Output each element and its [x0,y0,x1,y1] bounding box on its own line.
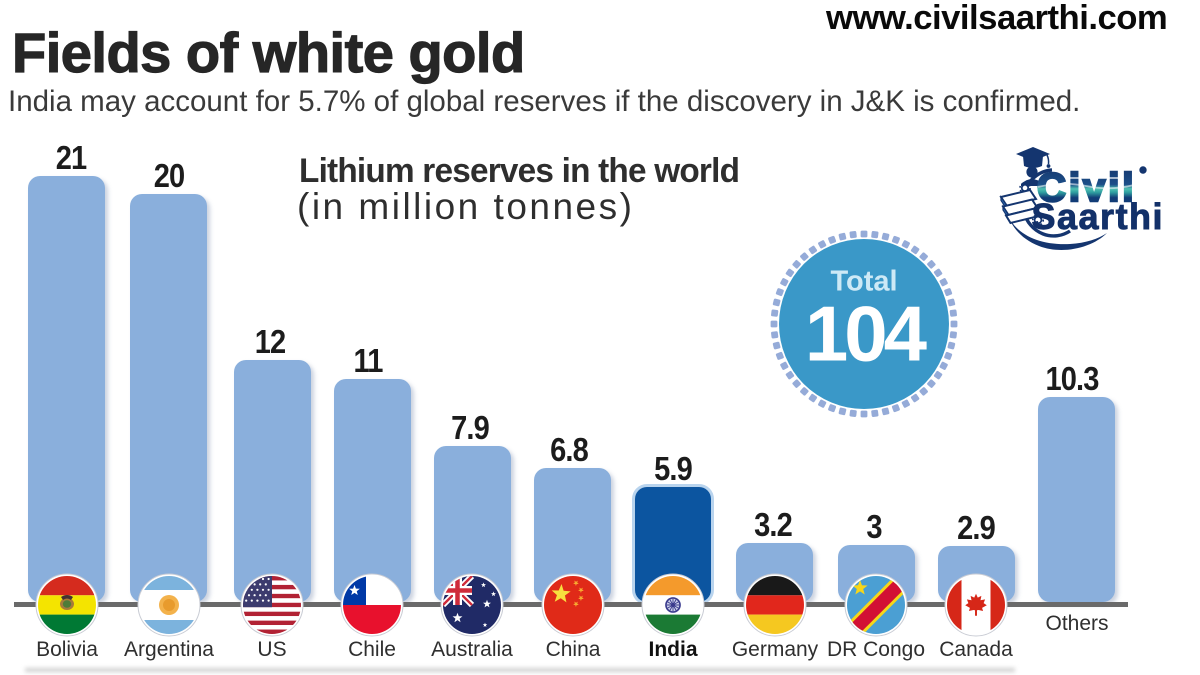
svg-text:Total: Total [830,266,897,298]
svg-text:104: 104 [805,290,927,378]
svg-text:Saarthi: Saarthi [1032,196,1165,237]
